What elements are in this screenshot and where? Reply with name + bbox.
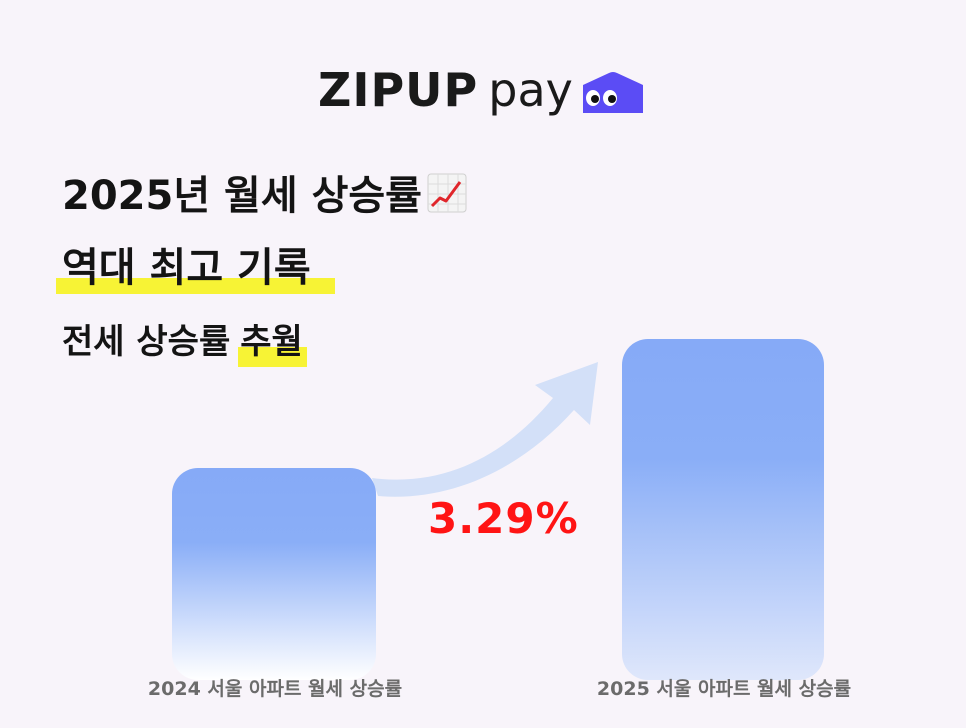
growth-percentage-label: 3.29% xyxy=(428,494,579,543)
headline-line1-text: 2025년 월세 상승률 xyxy=(62,172,422,219)
highlight-overtake: 추월 xyxy=(238,322,307,367)
zipup-pay-logo: ZIPUP pay xyxy=(318,60,647,120)
headline-line3-highlight: 추월 xyxy=(240,322,303,362)
headline-line3-prefix: 전세 상승률 xyxy=(62,322,231,362)
logo-brand-bold: ZIPUP xyxy=(318,63,479,117)
logo-brand-light: pay xyxy=(488,63,573,117)
headline-line2-text: 역대 최고 기록 xyxy=(62,245,311,291)
chart-increasing-icon xyxy=(426,172,468,221)
bar-label-2024: 2024 서울 아파트 월세 상승률 xyxy=(147,678,403,700)
bar-2025 xyxy=(622,339,824,680)
highlight-marker-small xyxy=(238,347,307,367)
house-eyes-icon xyxy=(579,69,647,119)
bar-2024 xyxy=(172,468,376,680)
bar-label-2025: 2025 서울 아파트 월세 상승률 xyxy=(596,678,852,700)
highlight-record: 역대 최고 기록 xyxy=(56,245,335,294)
headline-line1: 2025년 월세 상승률 xyxy=(62,170,468,221)
headline-line2: 역대 최고 기록 xyxy=(56,245,335,294)
growth-arrow xyxy=(372,362,598,497)
highlight-marker xyxy=(56,278,335,294)
headline-line3: 전세 상승률 추월 xyxy=(62,322,307,367)
